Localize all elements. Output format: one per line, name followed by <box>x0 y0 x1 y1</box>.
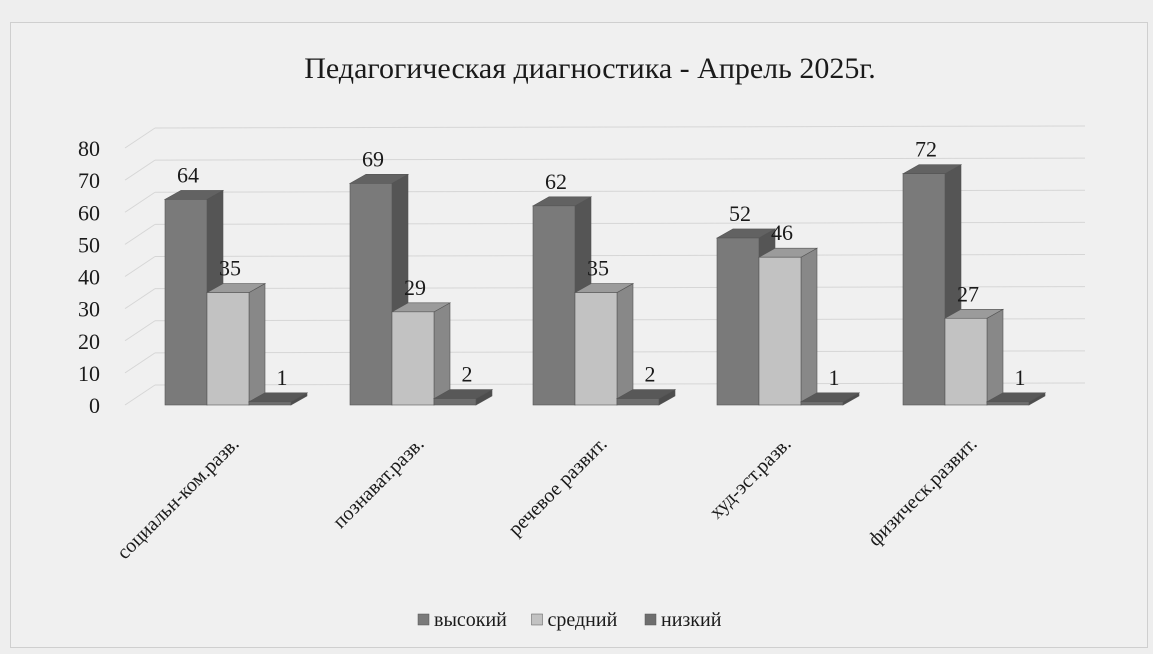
bar-front <box>433 398 477 406</box>
gridline-depth <box>124 384 156 406</box>
data-label: 1 <box>277 365 288 390</box>
gridline-depth <box>124 191 156 213</box>
bars <box>163 164 1047 406</box>
x-tick-label: физическ.развит. <box>864 433 982 551</box>
bar-front <box>758 256 802 406</box>
y-tick-label: 0 <box>89 393 100 418</box>
bar-front <box>164 199 208 406</box>
y-tick-label: 30 <box>78 297 100 322</box>
bar <box>615 389 677 406</box>
data-label: 35 <box>219 256 241 281</box>
legend-item: средний <box>531 609 618 631</box>
bar <box>943 308 1005 406</box>
gridline-depth <box>124 127 156 149</box>
data-label: 64 <box>177 162 199 187</box>
bar-side <box>433 302 451 406</box>
gridline-depth <box>124 159 156 181</box>
bar-front <box>986 401 1030 406</box>
legend-label: низкий <box>661 609 722 631</box>
data-label: 2 <box>645 362 656 387</box>
bar <box>390 302 452 406</box>
x-tick-label: худ-эст.разв. <box>705 433 795 523</box>
bar-front <box>944 317 988 406</box>
bar <box>799 392 861 406</box>
bar-front <box>391 311 435 406</box>
x-tick-label: речевое развит. <box>504 433 611 540</box>
gridline-depth <box>124 352 156 374</box>
bar <box>573 283 635 406</box>
bar-front <box>349 183 393 406</box>
data-label: 46 <box>771 220 793 245</box>
y-tick-label: 70 <box>78 168 100 193</box>
bar-front <box>902 173 946 406</box>
data-label: 29 <box>404 275 426 300</box>
data-label: 2 <box>462 362 473 387</box>
bar-side <box>800 247 818 406</box>
chart-title: Педагогическая диагностика - Апрель 2025… <box>304 52 876 85</box>
y-tick-label: 40 <box>78 265 100 290</box>
bar <box>757 247 819 406</box>
bar-side <box>616 283 634 406</box>
y-tick-label: 20 <box>78 329 100 354</box>
data-label: 72 <box>915 137 937 162</box>
bar <box>432 389 494 406</box>
bar <box>985 392 1047 406</box>
y-tick-label: 10 <box>78 361 100 386</box>
legend-label: высокий <box>434 609 507 631</box>
data-label: 62 <box>545 169 567 194</box>
legend-swatch <box>417 613 430 626</box>
bar-front <box>716 237 760 406</box>
data-label: 27 <box>957 281 979 306</box>
bar-front <box>248 401 292 406</box>
y-tick-label: 80 <box>78 136 100 161</box>
data-label: 1 <box>829 365 840 390</box>
x-axis: социальн-ком.разв. познават.разв. речевое … <box>113 433 982 564</box>
bar-side <box>986 308 1004 406</box>
bar-front <box>206 292 250 406</box>
y-tick-label: 60 <box>78 200 100 225</box>
bar-front <box>616 398 660 406</box>
bar-front <box>574 292 618 406</box>
gridline <box>154 157 1086 161</box>
gridline-depth <box>124 223 156 245</box>
bar <box>247 392 309 406</box>
legend-item: низкий <box>644 609 722 631</box>
data-labels: 64 35 1 69 29 2 62 35 2 52 46 1 72 27 1 <box>177 137 1026 390</box>
gridline-depth <box>124 320 156 342</box>
y-axis: 0 10 20 30 40 50 60 70 80 <box>78 136 100 418</box>
x-tick-label: познават.разв. <box>329 433 429 533</box>
y-tick-label: 50 <box>78 232 100 257</box>
bar <box>205 283 267 406</box>
data-label: 69 <box>362 146 384 171</box>
data-label: 1 <box>1015 365 1026 390</box>
x-tick-label: социальн-ком.разв. <box>113 433 244 564</box>
bar-front <box>800 401 844 406</box>
legend-item: высокий <box>417 609 507 631</box>
legend-swatch <box>531 613 543 626</box>
data-label: 35 <box>587 256 609 281</box>
bar-front <box>532 205 576 406</box>
legend: высокий средний низкий <box>417 609 722 631</box>
gridline-depth <box>124 256 156 277</box>
gridline-depth <box>124 288 156 310</box>
legend-swatch <box>644 613 657 626</box>
gridline <box>154 125 1086 129</box>
bar-side <box>248 283 266 406</box>
data-label: 52 <box>729 201 751 226</box>
legend-label: средний <box>548 609 618 631</box>
